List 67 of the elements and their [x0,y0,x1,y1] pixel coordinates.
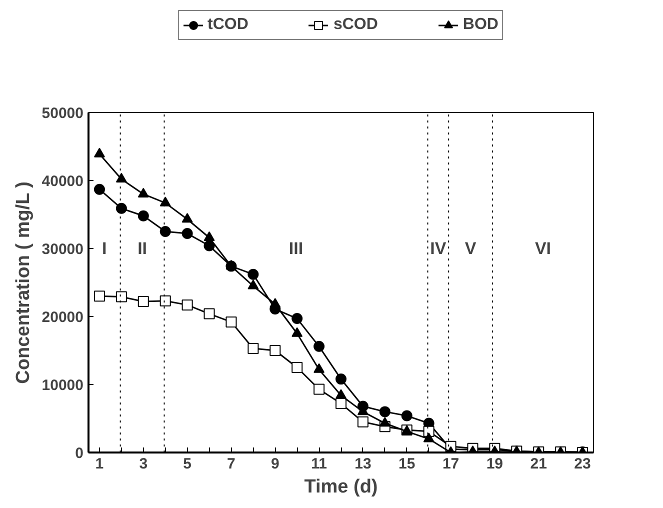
y-axis-title: Concentration ( mg/L ) [12,182,34,384]
x-tick-label: 13 [354,456,372,472]
x-tick-label: 23 [574,456,591,472]
point [182,212,193,223]
point [248,342,259,354]
annotation: IV [430,239,447,258]
y-tick-label: 50000 [42,105,84,122]
point [379,406,390,418]
point [94,184,105,195]
y-tick-label: 30000 [42,241,84,258]
x-tick-label: 3 [139,456,148,472]
point [292,327,303,337]
point [270,298,281,308]
point [138,296,149,308]
point [226,316,237,328]
point [182,228,193,240]
y-tick-label: 0 [75,445,84,462]
point [204,231,215,242]
point [204,240,215,252]
annotation: II [138,239,148,258]
point [423,432,434,442]
point [138,210,149,222]
point [314,363,325,373]
point [160,295,171,306]
annotation: III [288,239,304,258]
y-tick-label: 10000 [42,377,84,394]
point [116,202,127,214]
point [292,313,303,324]
legend-label: sCOD [333,16,378,34]
point [94,148,105,158]
point [160,196,171,206]
x-tick-label: 5 [183,456,192,472]
point [270,345,281,356]
point [248,268,259,280]
annotation: VI [534,239,552,258]
y-tick-label: 20000 [42,309,84,326]
x-tick-label: 1 [95,456,104,472]
y-tick-label: 40000 [42,173,84,190]
point [204,308,215,320]
point [138,188,149,198]
x-tick-label: 19 [486,456,504,472]
point [336,398,346,410]
point [116,172,127,183]
x-tick-label: 21 [530,456,547,472]
point [94,290,105,302]
x-tick-label: 9 [270,456,280,472]
x-axis-title: Time (d) [304,476,378,498]
point [379,416,390,427]
point [357,416,368,428]
point [336,389,346,399]
point [160,226,171,237]
x-tick-label: 7 [227,456,236,472]
x-tick-label: 11 [311,456,327,472]
point [116,291,127,302]
point [336,374,346,385]
x-tick-label: 17 [442,456,460,472]
point [182,299,193,310]
point [248,280,259,290]
x-tick-label: 15 [398,456,416,472]
point [401,410,412,422]
annotation: I [102,239,107,258]
annotation: V [464,239,477,258]
legend-label: tCOD [208,16,248,34]
point [314,384,325,395]
legend-label: BOD [462,16,498,34]
point [314,340,325,352]
point [292,362,303,373]
